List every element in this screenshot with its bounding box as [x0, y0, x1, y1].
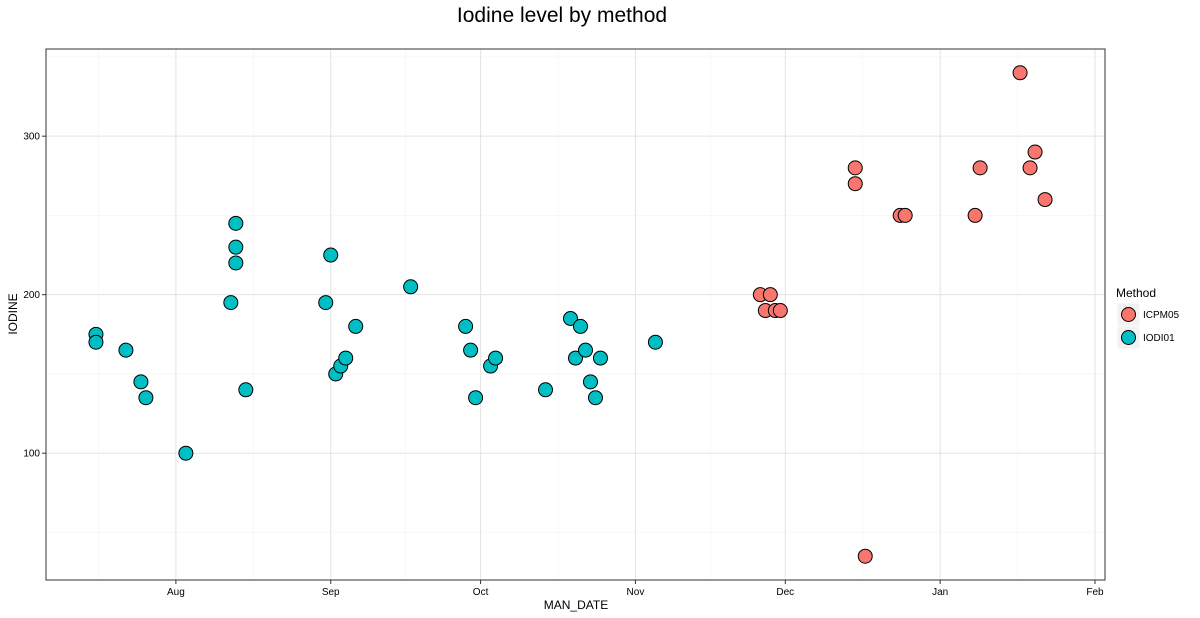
- y-tick-label: 300: [23, 132, 40, 143]
- data-point: [1037, 192, 1053, 208]
- data-point: [133, 374, 149, 390]
- data-point: [572, 318, 588, 334]
- data-point: [897, 207, 913, 223]
- x-tick-label: Nov: [627, 587, 645, 598]
- legend-label: ICPM05: [1143, 310, 1180, 321]
- data-point: [88, 334, 104, 350]
- data-point: [178, 445, 194, 461]
- data-point: [488, 350, 504, 366]
- legend-item-icpm05: ICPM05: [1116, 302, 1180, 327]
- data-point: [323, 247, 339, 263]
- data-point: [538, 382, 554, 398]
- data-point: [463, 342, 479, 358]
- data-point: [592, 350, 608, 366]
- plot-border: [45, 48, 1106, 581]
- legend-item-iodi01: IODI01: [1116, 325, 1175, 350]
- data-point: [318, 295, 334, 311]
- x-tick-label: Oct: [473, 587, 489, 598]
- data-point: [762, 287, 778, 303]
- data-point: [1022, 160, 1038, 176]
- data-point: [1012, 65, 1028, 81]
- legend-key-symbol: [1121, 307, 1136, 322]
- y-axis-ticks: 100 200 300: [23, 132, 46, 460]
- chart-title: Iodine level by method: [457, 4, 667, 27]
- x-tick-label: Aug: [167, 587, 185, 598]
- x-tick-label: Dec: [776, 587, 794, 598]
- data-point: [228, 215, 244, 231]
- y-tick-label: 200: [23, 290, 40, 301]
- data-point: [348, 318, 364, 334]
- legend-items: ICPM05 IODI01: [1116, 302, 1180, 350]
- y-axis-title: IODINE: [6, 293, 20, 334]
- data-point: [568, 350, 583, 366]
- data-point: [403, 279, 419, 295]
- data-point: [647, 334, 663, 350]
- x-tick-label: Feb: [1086, 587, 1104, 598]
- data-point: [228, 239, 244, 255]
- x-tick-label: Jan: [932, 587, 948, 598]
- data-point: [1027, 144, 1043, 160]
- grid-lines: [46, 49, 1105, 580]
- x-axis-title: MAN_DATE: [544, 598, 608, 612]
- data-point: [587, 390, 603, 406]
- data-points: [88, 65, 1053, 564]
- data-point: [458, 318, 474, 334]
- x-axis-ticks: Aug Sep Oct Nov Dec Jan Feb: [167, 580, 1104, 598]
- data-point: [582, 374, 598, 390]
- legend-label: IODI01: [1143, 333, 1175, 344]
- data-point: [228, 255, 244, 271]
- data-point: [563, 310, 579, 326]
- legend: Method ICPM05 IODI01: [1116, 286, 1180, 350]
- y-tick-label: 100: [23, 449, 40, 460]
- data-point: [847, 176, 863, 192]
- data-point: [577, 342, 593, 358]
- legend-key-symbol: [1121, 330, 1136, 345]
- x-tick-label: Sep: [322, 587, 340, 598]
- data-point: [972, 160, 988, 176]
- data-point: [847, 160, 863, 176]
- data-point: [772, 303, 788, 319]
- data-point: [223, 295, 239, 311]
- data-point: [238, 382, 254, 398]
- legend-title: Method: [1116, 286, 1156, 300]
- data-point: [338, 350, 354, 366]
- data-point: [118, 342, 134, 358]
- data-point: [857, 548, 873, 564]
- series-iodi01-points: [88, 215, 663, 461]
- data-point: [468, 390, 484, 406]
- data-point: [967, 207, 983, 223]
- data-point: [138, 390, 154, 406]
- series-icpm05-points: [752, 65, 1053, 564]
